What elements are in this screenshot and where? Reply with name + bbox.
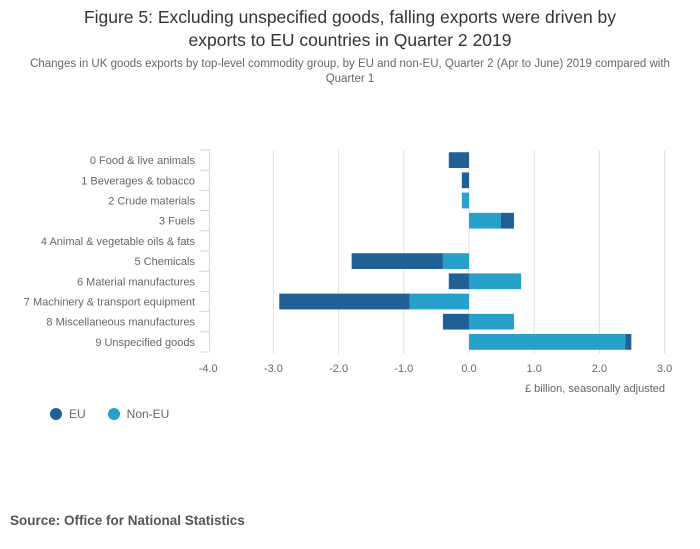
bar-non-eu[interactable] [469, 212, 501, 229]
legend-marker-non-eu [107, 408, 120, 420]
bar-eu[interactable] [461, 172, 469, 189]
legend-item-non-eu[interactable]: Non-EU [107, 407, 170, 421]
bar-eu[interactable] [448, 273, 469, 290]
chart-subtitle: Changes in UK goods exports by top-level… [30, 58, 670, 85]
bar-chart: 0 Food & live animals 1 Beverages & tobac… [24, 149, 673, 395]
category-label: 6 Material manufactures [77, 276, 195, 288]
x-axis-title: £ billion, seasonally adjusted [525, 383, 665, 395]
source-note: Source: Office for National Statistics [10, 513, 245, 528]
x-tick-label: 2.0 [592, 363, 607, 375]
bar-non-eu[interactable] [469, 313, 514, 330]
category-label: 1 Beverages & tobacco [81, 175, 195, 187]
bar-non-eu[interactable] [469, 334, 626, 350]
bar-non-eu[interactable] [409, 293, 469, 310]
chart-title: Figure 5: Excluding unspecified goods, f… [0, 6, 700, 52]
bar-eu[interactable] [279, 293, 410, 310]
bar-eu[interactable] [500, 212, 514, 229]
x-tick-label: -2.0 [329, 363, 348, 375]
category-label: 3 Fuels [159, 216, 196, 228]
bar-eu[interactable] [351, 253, 443, 269]
x-tick-label: 3.0 [657, 363, 672, 375]
category-labels: 0 Food & live animals 1 Beverages & tobac… [24, 155, 196, 349]
x-tick-label: -1.0 [394, 363, 413, 375]
x-tick-labels: -4.0 -3.0 -2.0 -1.0 0.0 1.0 2.0 3.0 [199, 363, 673, 375]
bar-non-eu[interactable] [461, 192, 469, 209]
category-label: 8 Miscellaneous manufactures [46, 317, 195, 329]
legend: EU Non-EU [50, 407, 191, 421]
category-label: 5 Chemicals [134, 256, 195, 268]
category-label: 0 Food & live animals [90, 155, 196, 167]
bars [279, 152, 632, 350]
chart-title-line-1: Figure 5: Excluding unspecified goods, f… [83, 7, 617, 27]
legend-label-eu: EU [69, 407, 86, 421]
bar-non-eu[interactable] [469, 273, 522, 290]
x-tick-label: 1.0 [527, 363, 542, 375]
bar-eu[interactable] [442, 313, 469, 330]
category-label: 4 Animal & vegetable oils & fats [41, 236, 196, 248]
category-label: 7 Machinery & transport equipment [24, 297, 195, 309]
x-tick-label: -3.0 [264, 363, 283, 375]
legend-item-eu[interactable]: EU [50, 407, 86, 421]
category-label: 2 Crude materials [108, 196, 195, 208]
chart-title-line-2: exports to EU countries in Quarter 2 201… [188, 30, 512, 50]
category-label: 9 Unspecified goods [95, 337, 195, 349]
legend-label-non-eu: Non-EU [126, 407, 170, 421]
bar-eu[interactable] [448, 152, 469, 168]
legend-marker-eu [50, 408, 62, 420]
x-tick-label: -4.0 [199, 363, 218, 375]
x-tick-label: 0.0 [461, 363, 476, 375]
bar-eu[interactable] [625, 334, 632, 350]
bar-non-eu[interactable] [442, 253, 469, 269]
y-axis [199, 149, 210, 353]
